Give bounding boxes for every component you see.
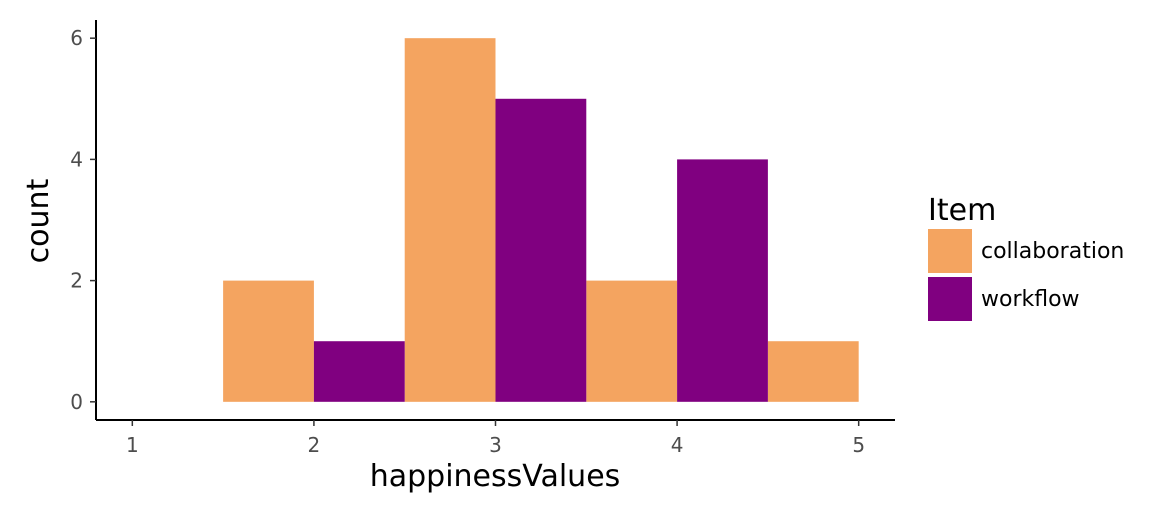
bar-collaboration-3 <box>767 341 859 402</box>
bar-collaboration-2 <box>586 280 678 402</box>
ticks-layer: 1 2 3 4 5 0 2 4 6 <box>70 26 865 457</box>
legend-label-collaboration: collaboration <box>981 239 1124 264</box>
x-tick-label: 1 <box>126 433 139 457</box>
bar-workflow-0 <box>313 341 405 402</box>
legend-label-workflow: workflow <box>981 287 1080 312</box>
bar-collaboration-0 <box>223 280 314 402</box>
x-tick-label: 5 <box>852 433 865 457</box>
legend-swatch-workflow <box>928 277 972 321</box>
y-tick-label: 6 <box>70 26 83 50</box>
bars-layer <box>223 38 859 402</box>
bar-workflow-1 <box>495 98 587 402</box>
y-tick-label: 0 <box>70 390 83 414</box>
x-tick-label: 3 <box>489 433 502 457</box>
x-tick-label: 2 <box>308 433 321 457</box>
x-axis-title: happinessValues <box>370 459 621 494</box>
y-axis-title: count <box>21 178 56 263</box>
legend: Item collaboration workflow <box>928 193 1124 321</box>
bar-workflow-2 <box>677 159 768 402</box>
bar-collaboration-1 <box>404 38 496 402</box>
y-tick-label: 2 <box>70 269 83 293</box>
legend-swatch-collaboration <box>928 229 972 273</box>
x-tick-label: 4 <box>671 433 684 457</box>
legend-title: Item <box>928 193 996 228</box>
y-tick-label: 4 <box>70 147 83 171</box>
